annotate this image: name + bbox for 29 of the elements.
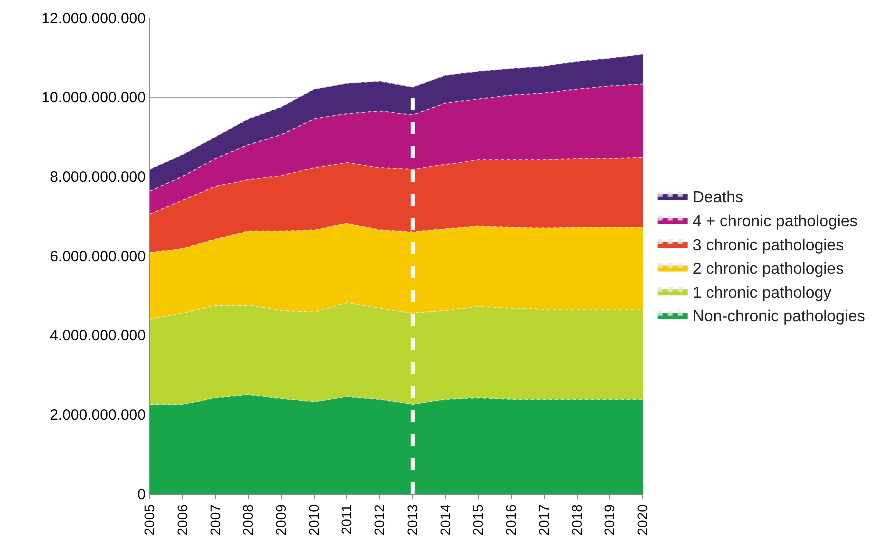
- x-tick-label: 2018: [568, 504, 585, 536]
- x-tick-label: 2017: [536, 504, 552, 536]
- x-tick-label: 2019: [602, 504, 618, 536]
- legend-label: 4 + chronic pathologies: [692, 213, 858, 230]
- x-tick-label: 2016: [503, 504, 520, 536]
- x-tick-label: 2008: [240, 504, 256, 536]
- x-tick-label: 2015: [470, 504, 486, 536]
- x-tick-label: 2005: [142, 504, 158, 536]
- x-tick-label: 2010: [306, 504, 322, 536]
- x-tick-label: 2006: [174, 504, 190, 536]
- x-tick-label: 2011: [338, 504, 355, 535]
- y-tick-label: 2.000.000.000: [50, 406, 146, 424]
- legend-label: Deaths: [692, 190, 744, 207]
- legend-label: 1 chronic pathology: [692, 284, 832, 302]
- y-tick-label: 8.000.000.000: [50, 168, 146, 186]
- x-tick-label: 2014: [437, 504, 454, 536]
- y-tick-label: 0: [138, 486, 146, 504]
- legend-label: Non-chronic pathologies: [692, 308, 866, 326]
- legend-label: 2 chronic pathologies: [692, 261, 844, 278]
- y-tick-label: 12.000.000.000: [42, 10, 146, 28]
- x-tick-label: 2012: [372, 504, 388, 536]
- x-tick-label: 2020: [634, 504, 651, 536]
- y-tick-label: 6.000.000.000: [50, 248, 146, 266]
- y-tick-label: 4.000.000.000: [50, 328, 146, 345]
- x-tick-label: 2009: [273, 504, 290, 536]
- x-tick-label: 2013: [404, 504, 420, 536]
- legend-label: 3 chronic pathologies: [692, 237, 844, 254]
- y-tick-label: 10.000.000.000: [42, 90, 146, 107]
- x-tick-label: 2007: [207, 504, 224, 536]
